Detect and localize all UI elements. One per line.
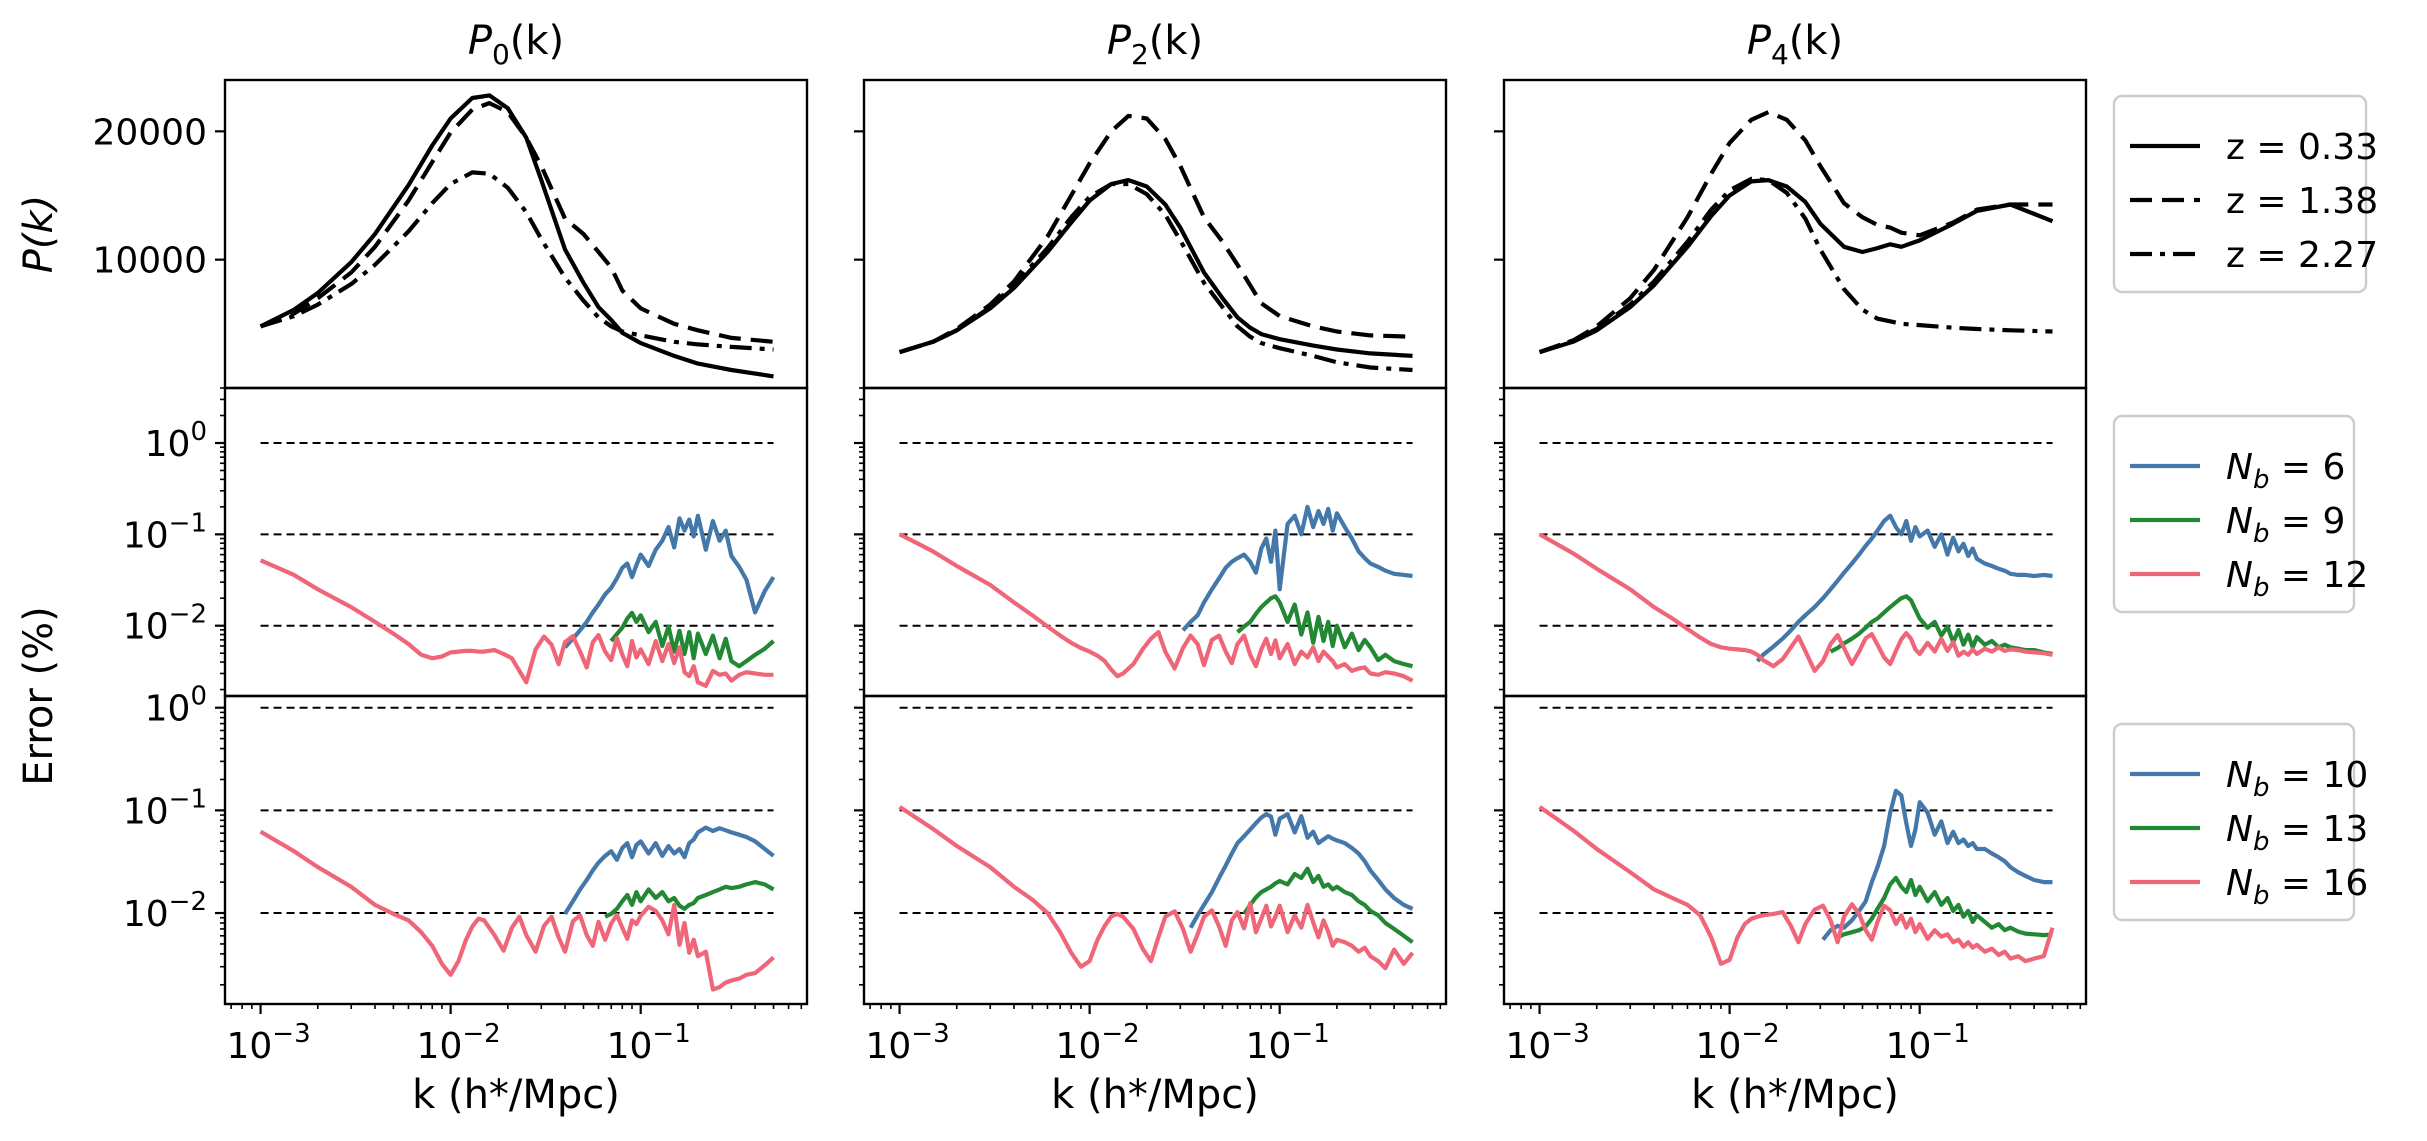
series-line-n-b-9: [1829, 594, 2053, 657]
panel-frame: [1502, 694, 2088, 1006]
x-tick-label: 10−2: [1056, 1019, 1140, 1067]
x-tick-label: 10−1: [607, 1019, 691, 1067]
series-line-z-2-27: [1538, 176, 2053, 355]
series-line-n-b-12: [1538, 532, 2053, 673]
y-tick-label: 10000: [92, 241, 207, 282]
legend-label: z = 1.38: [2226, 181, 2378, 222]
x-tick-label: 10−1: [1246, 1019, 1330, 1067]
legend-label: Nb = 6: [2226, 447, 2345, 495]
column-title-2: P4(k): [1747, 18, 1843, 71]
x-tick-label: 10−2: [417, 1019, 501, 1067]
x-tick-label: 10−3: [865, 1019, 949, 1067]
series-line-z-1-38: [259, 101, 774, 344]
series-line-n-b-16: [259, 829, 775, 992]
x-axis-labels: k (h*/Mpc) k (h*/Mpc) k (h*/Mpc): [412, 1072, 1899, 1118]
series-line-n-b-9: [609, 610, 775, 669]
panel-bottom-row-1: 10−3 10−2 10−1: [854, 694, 1448, 1067]
column-title-0: P0(k): [468, 18, 564, 71]
series-line-n-b-9: [1236, 594, 1413, 669]
y-tick-label: 100: [145, 417, 207, 465]
x-axis-label: k (h*/Mpc): [412, 1072, 620, 1118]
x-tick-label: 10−1: [1886, 1019, 1970, 1067]
series-line-n-b-6: [1181, 504, 1413, 632]
series-line-z-2-27: [898, 181, 1413, 373]
panel-frame: [1502, 386, 2088, 698]
panels: 20000 10000 100 10−1 10−2 100 10−1 10−2 10−3 10−2…: [92, 78, 2088, 1067]
y-tick-label: 100: [145, 682, 207, 730]
column-title-1: P2(k): [1107, 18, 1203, 71]
series-line-n-b-13: [1242, 866, 1414, 944]
x-axis-label: k (h*/Mpc): [1051, 1072, 1259, 1118]
series-line-n-b-10: [1188, 812, 1414, 929]
legend-label: Nb = 12: [2226, 555, 2368, 603]
series-line-n-b-16: [898, 805, 1415, 971]
panel-frame: [862, 694, 1448, 1006]
panel-top-0: 20000 10000: [92, 78, 809, 390]
legend-label: Nb = 13: [2226, 809, 2368, 857]
series-line-n-b-12: [898, 532, 1414, 683]
series-line-z-0-33: [1538, 178, 2054, 355]
y-tick-label: 10−1: [123, 508, 207, 556]
panel-middle-row-2: [1494, 386, 2088, 698]
series-line-z-0-33: [898, 178, 1413, 358]
x-axis-label: k (h*/Mpc): [1691, 1072, 1899, 1118]
y-tick-label: 20000: [92, 112, 207, 153]
y-tick-label: 10−2: [123, 887, 207, 935]
series-line-n-b-13: [1836, 875, 2053, 940]
series-line-n-b-12: [259, 558, 774, 688]
legend-label: Nb = 10: [2226, 755, 2368, 803]
panel-middle-row-1: [854, 386, 1448, 698]
legend-label: z = 0.33: [2226, 127, 2378, 168]
panel-frame: [223, 694, 809, 1006]
x-tick-label: 10−3: [226, 1019, 310, 1067]
panel-middle-row-0: 100 10−1 10−2: [123, 386, 809, 698]
y-axis-labels: P(k) Error (%): [16, 195, 62, 786]
x-tick-label: 10−2: [1696, 1019, 1780, 1067]
series-line-z-1-38: [1538, 110, 2053, 355]
series-line-z-1-38: [898, 113, 1413, 355]
panel-bottom-row-0: 100 10−1 10−2 10−3 10−2 10−1: [123, 682, 809, 1067]
series-line-n-b-13: [604, 880, 775, 919]
series-line-n-b-6: [563, 513, 776, 649]
y-axis-label-power: P(k): [16, 195, 62, 274]
y-tick-label: 10−2: [123, 600, 207, 648]
column-titles: P0(k) P2(k) P4(k): [468, 18, 1843, 71]
legend-label: Nb = 9: [2226, 501, 2345, 549]
panel-bottom-row-2: 10−3 10−2 10−1: [1494, 694, 2088, 1067]
panel-top-2: [1494, 78, 2088, 390]
legend-label: Nb = 16: [2226, 863, 2368, 911]
series-line-n-b-10: [1821, 788, 2053, 942]
y-tick-label: 10−1: [123, 784, 207, 832]
series-line-n-b-16: [1538, 805, 2055, 966]
legend-label: z = 2.27: [2226, 235, 2378, 276]
legends: z = 0.33 z = 1.38 z = 2.27 Nb = 6 Nb = 9 Nb =…: [2112, 94, 2378, 922]
series-line-n-b-10: [563, 825, 775, 916]
x-tick-label: 10−3: [1505, 1019, 1589, 1067]
y-axis-label-error: Error (%): [16, 606, 62, 785]
series-line-n-b-6: [1755, 513, 2053, 663]
series-line-z-0-33: [259, 93, 774, 379]
series-line-z-2-27: [259, 170, 774, 352]
panel-top-1: [854, 78, 1448, 390]
